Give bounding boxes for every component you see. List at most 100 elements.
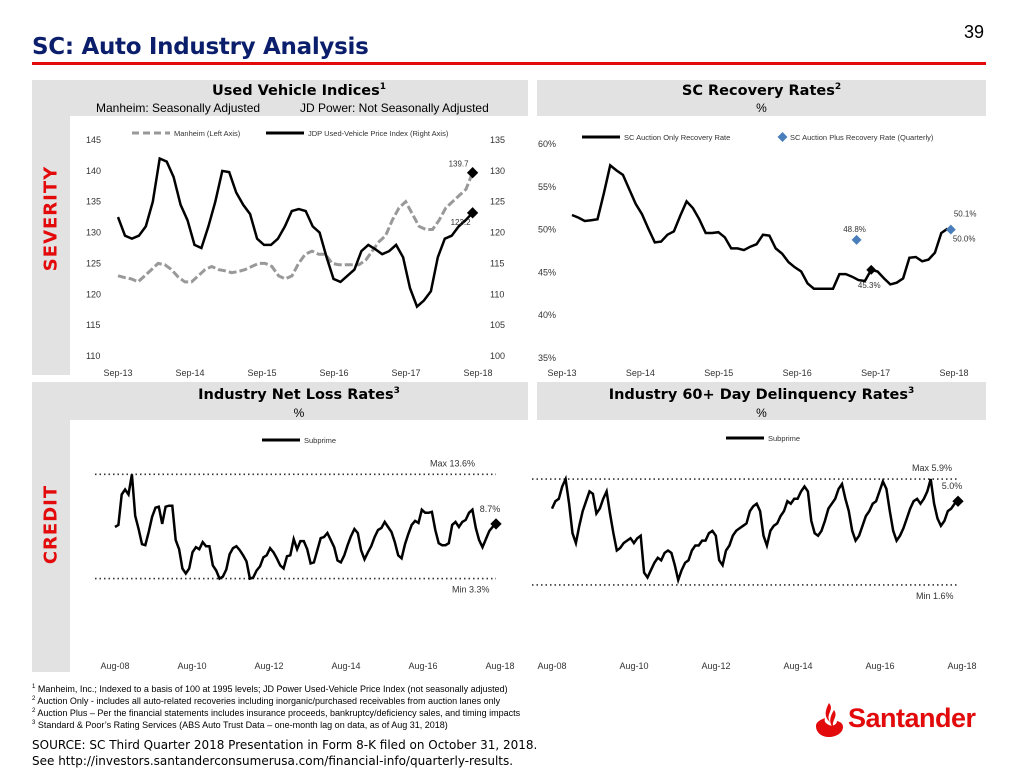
- sc-recovery-rates-chart: 35% 40% 45% 50% 55% 60% Sep-13 Sep-14 Sep-15 Sep-…: [538, 132, 977, 378]
- left-y-tick: 140: [86, 166, 101, 176]
- right-y-tick: 100: [490, 351, 505, 361]
- severity-side-bar: [32, 80, 70, 375]
- panel4-subtitle: %: [756, 406, 767, 420]
- left-y-tick: 115: [86, 320, 100, 330]
- page-title: SC: Auto Industry Analysis: [32, 34, 369, 60]
- netloss-max-label: Max 13.6%: [430, 458, 475, 468]
- chart1-x-tick: Sep-18: [463, 368, 492, 378]
- delinquency-rates-chart: Aug-08 Aug-10 Aug-12 Aug-14 Aug-16 Aug-18 Max …: [532, 434, 977, 671]
- auction-plus-marker: [945, 224, 956, 235]
- right-y-tick: 130: [490, 166, 505, 176]
- santander-logo: Santander: [812, 700, 992, 744]
- chart2-x-tick: Sep-16: [783, 368, 812, 378]
- left-y-tick: 145: [86, 135, 101, 145]
- chart2-x-tick: Sep-13: [547, 368, 576, 378]
- y-tick: 45%: [538, 267, 556, 277]
- delinq-x-tick: Aug-12: [701, 661, 730, 671]
- netloss-min-label: Min 3.3%: [452, 585, 490, 595]
- panel2-title: SC Recovery Rates2: [681, 82, 842, 99]
- chart1-x-tick: Sep-13: [103, 368, 132, 378]
- panel3-subtitle: %: [293, 406, 305, 420]
- panel4-header-band: [537, 382, 986, 420]
- auction-only-line: [571, 163, 949, 290]
- chart1-x-tick: Sep-15: [247, 368, 276, 378]
- netloss-x-tick: Aug-08: [100, 661, 129, 671]
- jdp-end-label: 123.2: [451, 218, 472, 227]
- chart2-x-tick: Sep-14: [626, 368, 655, 378]
- recovery-label: 45.3%: [858, 281, 881, 290]
- chart1-x-tick: Sep-16: [319, 368, 348, 378]
- panel1-title: Used Vehicle Indices1: [211, 82, 387, 99]
- y-tick: 40%: [538, 310, 556, 320]
- netloss-x-tick: Aug-16: [408, 661, 437, 671]
- panel2-subtitle: %: [756, 101, 767, 115]
- panel1-subtitle-left: Manheim: Seasonally Adjusted: [96, 101, 261, 115]
- right-y-tick: 110: [490, 289, 504, 299]
- panel3-title: Industry Net Loss Rates3: [198, 386, 400, 403]
- delinq-x-tick: Aug-10: [619, 661, 648, 671]
- netloss-end-label: 8.7%: [480, 504, 501, 514]
- jdp-line: [116, 156, 474, 309]
- source-line-2: See http://investors.santanderconsumerus…: [32, 754, 514, 768]
- netloss-x-tick: Aug-18: [485, 661, 514, 671]
- panel3-header-band: [70, 382, 528, 420]
- left-y-tick: 135: [86, 197, 101, 207]
- legend-jdp-label: JDP Used-Vehicle Price Index (Right Axis…: [308, 129, 449, 138]
- auction-plus-marker: [851, 234, 862, 245]
- netloss-x-tick: Aug-14: [331, 661, 360, 671]
- left-y-tick: 125: [86, 258, 101, 268]
- chart2-x-tick: Sep-17: [861, 368, 890, 378]
- legend-auction-plus-swatch: [777, 132, 788, 142]
- chart2-x-tick: Sep-15: [704, 368, 733, 378]
- panel1-subtitle-right: JD Power: Not Seasonally Adjusted: [300, 101, 489, 115]
- footnote-3: 2 Auction Plus – Per the financial state…: [32, 708, 521, 718]
- netloss-x-tick: Aug-10: [177, 661, 206, 671]
- manheim-line: [117, 172, 474, 284]
- footnote-4: 3 Standard & Poor’s Rating Services (ABS…: [32, 720, 448, 730]
- legend-manheim-label: Manheim (Left Axis): [174, 129, 241, 138]
- delinq-subprime-line: [550, 474, 959, 585]
- chart1-x-tick: Sep-17: [391, 368, 420, 378]
- left-y-tick: 110: [86, 351, 100, 361]
- footnote-2: 2 Auction Only - includes all auto-relat…: [32, 696, 501, 706]
- chart2-x-tick: Sep-18: [939, 368, 968, 378]
- delinq-x-tick: Aug-08: [537, 661, 566, 671]
- right-y-tick: 135: [490, 135, 505, 145]
- delinq-x-tick: Aug-18: [947, 661, 976, 671]
- y-tick: 35%: [538, 353, 556, 363]
- right-y-tick: 105: [490, 320, 505, 330]
- source-line-1: SOURCE: SC Third Quarter 2018 Presentati…: [32, 738, 538, 752]
- left-y-tick: 120: [86, 289, 101, 299]
- chart1-x-tick: Sep-14: [175, 368, 204, 378]
- y-tick: 55%: [538, 182, 556, 192]
- panel4-title: Industry 60+ Day Delinquency Rates3: [608, 386, 915, 403]
- panel2-header-band: [537, 80, 986, 116]
- severity-label: SEVERITY: [40, 165, 62, 272]
- net-loss-rates-chart: Aug-08 Aug-10 Aug-12 Aug-14 Aug-16 Aug-18 Max …: [95, 436, 515, 671]
- recovery-label: 48.8%: [843, 225, 866, 234]
- legend-auction-plus-label: SC Auction Plus Recovery Rate (Quarterly…: [790, 133, 934, 142]
- right-y-tick: 115: [490, 258, 504, 268]
- manheim-end-label: 139.7: [449, 160, 470, 169]
- delinq-x-tick: Aug-16: [865, 661, 894, 671]
- santander-flame-icon: [816, 703, 843, 737]
- manheim-end-marker: [466, 167, 479, 179]
- delinq-max-label: Max 5.9%: [912, 463, 952, 473]
- delinq-x-tick: Aug-14: [783, 661, 812, 671]
- legend-auction-only-label: SC Auction Only Recovery Rate: [624, 133, 730, 142]
- recovery-label: 50.1%: [954, 210, 977, 219]
- footnote-1: 1 Manheim, Inc.; Indexed to a basis of 1…: [32, 684, 508, 694]
- y-tick: 50%: [538, 225, 556, 235]
- title-divider: [32, 62, 986, 65]
- right-y-tick: 125: [490, 197, 505, 207]
- left-y-tick: 130: [86, 228, 101, 238]
- page-number: 39: [963, 22, 984, 42]
- legend-delinq-subprime-label: Subprime: [768, 434, 800, 443]
- right-y-tick: 120: [490, 228, 505, 238]
- used-vehicle-indices-chart: 110 115 120 125 130 135 140 145 100 105 110 115 120 1…: [86, 129, 505, 378]
- credit-side-bar: [32, 382, 70, 672]
- recovery-label: 50.0%: [953, 235, 976, 244]
- delinq-min-label: Min 1.6%: [916, 591, 954, 601]
- netloss-subprime-line: [114, 474, 497, 581]
- delinq-end-label: 5.0%: [942, 481, 963, 491]
